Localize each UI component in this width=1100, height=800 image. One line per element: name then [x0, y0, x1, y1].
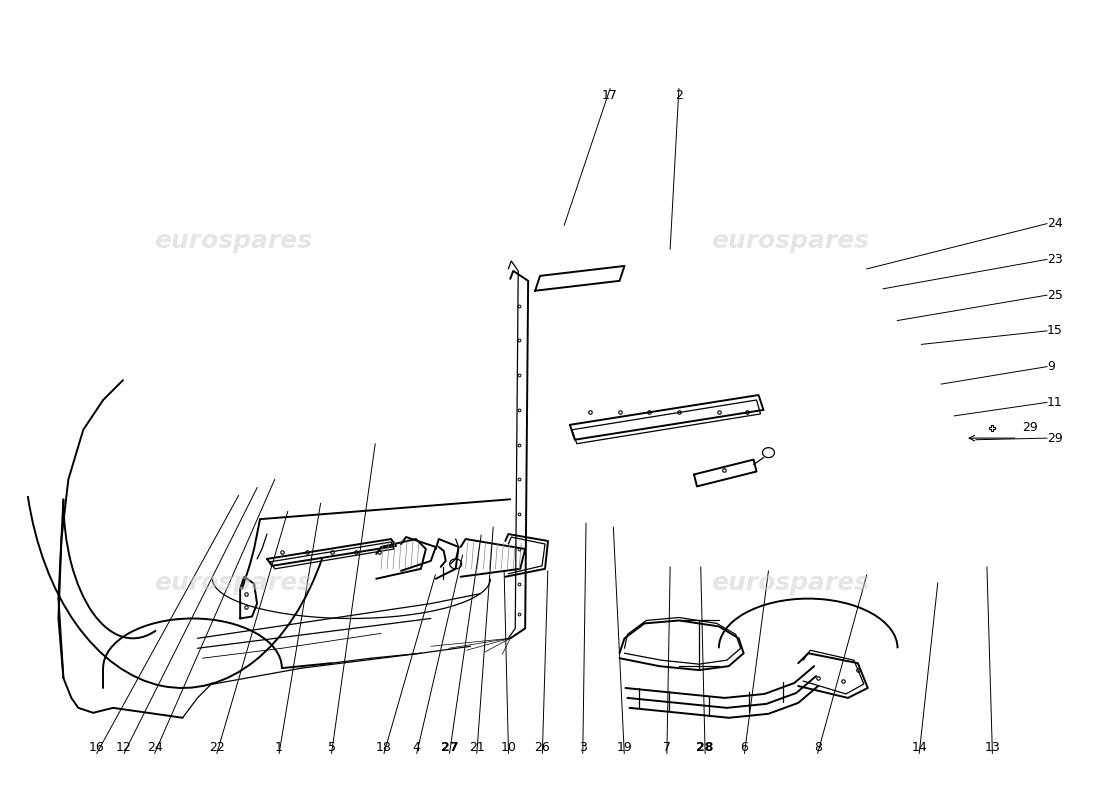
Text: 1: 1	[275, 741, 283, 754]
Text: 17: 17	[602, 89, 618, 102]
Text: 2: 2	[675, 89, 683, 102]
Text: 3: 3	[579, 741, 586, 754]
Text: 16: 16	[89, 741, 104, 754]
Text: 12: 12	[117, 741, 132, 754]
Text: 7: 7	[663, 741, 671, 754]
Text: 25: 25	[1047, 289, 1063, 302]
Text: 14: 14	[911, 741, 927, 754]
Text: 24: 24	[1047, 217, 1063, 230]
Text: eurospares: eurospares	[154, 229, 312, 253]
Text: 13: 13	[984, 741, 1000, 754]
Text: 22: 22	[209, 741, 224, 754]
Text: 26: 26	[535, 741, 550, 754]
Text: 10: 10	[500, 741, 516, 754]
Text: 4: 4	[412, 741, 420, 754]
Text: 9: 9	[1047, 360, 1055, 373]
Text: eurospares: eurospares	[712, 570, 869, 594]
Text: 6: 6	[740, 741, 748, 754]
Text: 27: 27	[441, 741, 459, 754]
Text: 21: 21	[469, 741, 485, 754]
Text: 11: 11	[1047, 396, 1063, 409]
Text: 29: 29	[1022, 422, 1037, 434]
Text: 23: 23	[1047, 253, 1063, 266]
Text: 5: 5	[328, 741, 336, 754]
Text: 29: 29	[1047, 432, 1063, 445]
Text: 28: 28	[696, 741, 714, 754]
Text: eurospares: eurospares	[154, 570, 312, 594]
Text: 8: 8	[814, 741, 822, 754]
Text: 18: 18	[376, 741, 392, 754]
Text: eurospares: eurospares	[712, 229, 869, 253]
Text: 24: 24	[146, 741, 163, 754]
Text: 19: 19	[616, 741, 632, 754]
Text: 15: 15	[1047, 324, 1063, 338]
